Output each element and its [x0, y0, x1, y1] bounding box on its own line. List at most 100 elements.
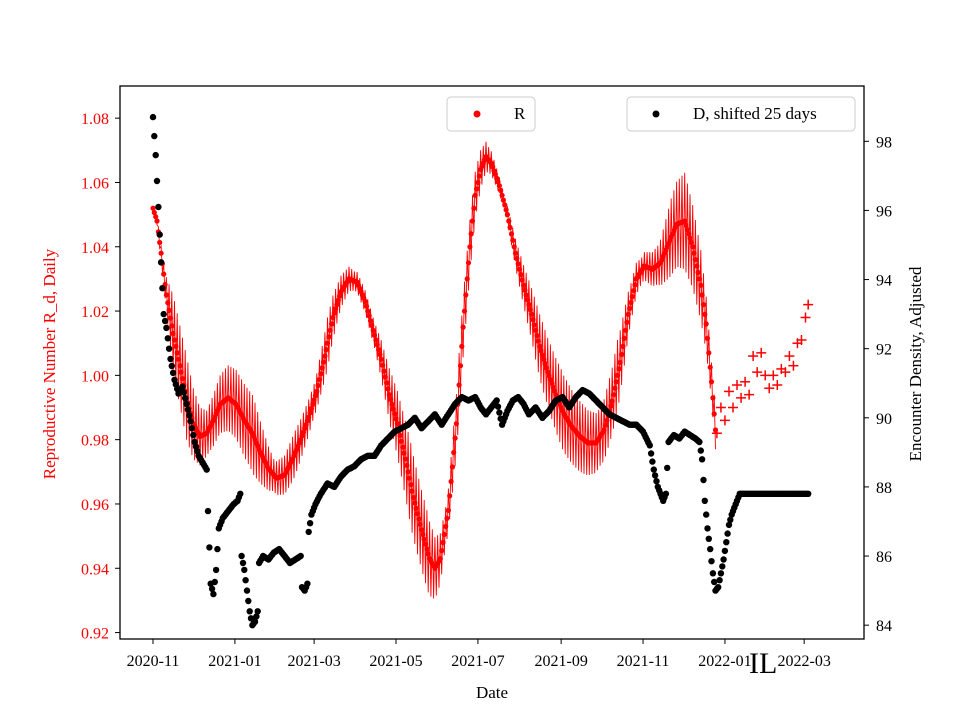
r-point: [389, 401, 395, 407]
r-point: [413, 505, 419, 511]
d-point: [180, 389, 188, 396]
d-point: [698, 456, 706, 463]
x-tick-label: 2022-01: [698, 653, 751, 670]
d-point: [155, 203, 162, 211]
d-point: [647, 450, 655, 457]
r-point: [529, 311, 535, 317]
r-point: [537, 343, 543, 349]
legend-r-label: R: [514, 104, 526, 123]
right-axis-label: Encounter Density, Adjusted: [906, 266, 925, 461]
d-point: [703, 511, 710, 518]
right-axis-ticks: 84 86 88 90 92 94 96 98: [864, 134, 892, 635]
r-point: [690, 244, 696, 250]
d-series-layer: [149, 113, 812, 629]
r-point: [420, 531, 426, 538]
r-point: [406, 475, 412, 481]
r-point: [405, 469, 411, 475]
r-plus-point: [788, 360, 799, 371]
left-tick-label: 1.02: [81, 304, 109, 321]
d-point: [727, 516, 734, 523]
r-point: [682, 218, 688, 224]
r-daily-line: [152, 141, 716, 599]
legend-d-label: D, shifted 25 days: [693, 104, 817, 123]
r-point: [417, 521, 423, 527]
right-tick-label: 86: [876, 549, 892, 566]
r-point: [519, 277, 525, 283]
r-point: [610, 392, 617, 398]
right-tick-label: 96: [876, 203, 892, 220]
d-point: [697, 447, 704, 454]
r-point: [425, 551, 431, 557]
d-point: [203, 466, 210, 473]
d-point: [720, 556, 727, 563]
r-point: [604, 417, 610, 423]
right-tick-label: 84: [876, 618, 892, 635]
d-point: [664, 464, 671, 472]
left-tick-label: 1.06: [81, 175, 109, 192]
d-point: [721, 547, 729, 555]
r-plus-point: [736, 392, 747, 403]
r-point: [397, 432, 403, 438]
x-tick-label: 2021-03: [287, 653, 340, 670]
r-point: [401, 450, 407, 456]
r-point: [696, 276, 703, 282]
d-point: [186, 412, 193, 419]
r-point: [177, 363, 183, 369]
r-point: [541, 356, 547, 362]
r-point: [409, 488, 415, 494]
legend-d-marker: [652, 110, 660, 118]
r-plus-point: [723, 386, 734, 397]
r-point: [535, 338, 541, 344]
r-plus-point: [752, 367, 763, 378]
x-axis-ticks: 2020-11 2021-01 2021-03 2021-05 2021-07 2021-…: [127, 639, 831, 670]
d-point: [723, 539, 730, 546]
d-point: [187, 418, 194, 425]
d-point: [179, 383, 186, 390]
il-annotation: IL: [749, 647, 777, 680]
d-point: [156, 231, 163, 238]
r-point: [414, 510, 421, 517]
r-point: [410, 494, 417, 501]
r-point: [393, 416, 399, 422]
r-point: [394, 421, 400, 427]
r-plus-point: [780, 367, 791, 378]
r-plus-point: [748, 351, 759, 362]
right-tick-label: 88: [876, 480, 892, 497]
r-point: [691, 250, 697, 256]
d-point: [306, 520, 314, 527]
x-axis-label: Date: [476, 683, 508, 702]
d-point: [245, 597, 252, 605]
right-tick-label: 90: [876, 411, 892, 428]
r-point: [692, 257, 699, 263]
r-point: [154, 218, 160, 224]
right-tick-label: 94: [876, 273, 892, 290]
r-point: [619, 351, 625, 358]
r-point: [542, 361, 548, 367]
right-tick-label: 98: [876, 134, 892, 151]
d-point: [494, 403, 502, 410]
d-point: [496, 409, 503, 416]
r-point: [408, 482, 414, 488]
d-point: [212, 566, 220, 574]
x-tick-label: 2020-11: [127, 653, 180, 670]
r-point: [683, 222, 689, 228]
r-plus-point: [768, 370, 779, 381]
d-point: [149, 113, 157, 121]
r-point: [543, 365, 550, 371]
r-point: [404, 462, 410, 468]
d-point: [653, 478, 660, 485]
d-point: [163, 324, 170, 332]
r-point: [534, 333, 540, 339]
r-series-layer: [150, 141, 814, 599]
d-point: [214, 545, 221, 553]
r-point: [609, 398, 615, 404]
d-point: [705, 535, 712, 542]
d-point: [168, 362, 175, 370]
r-point: [333, 306, 339, 312]
r-point: [174, 350, 180, 356]
r-point: [601, 427, 607, 433]
d-point: [206, 544, 213, 551]
d-point: [210, 590, 217, 598]
d-point: [184, 406, 192, 413]
